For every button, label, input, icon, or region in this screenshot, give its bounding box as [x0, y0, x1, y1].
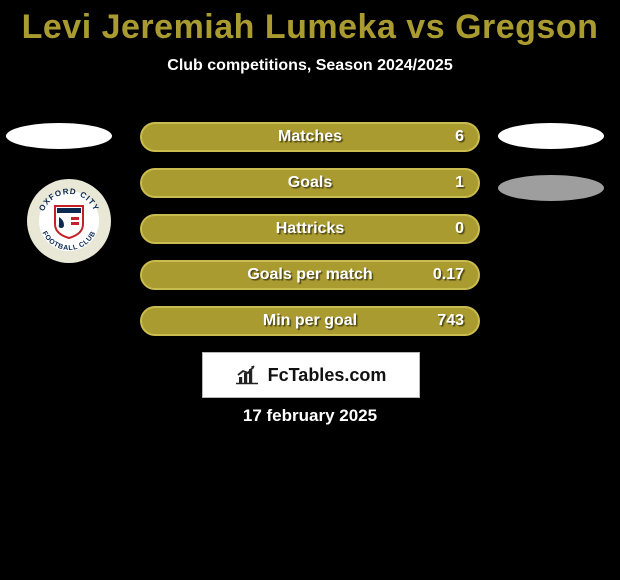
stat-value: 0.17: [433, 266, 464, 284]
club-crest-icon: OXFORD CITY FOOTBALL CLUB: [26, 178, 112, 264]
stat-label: Goals per match: [142, 266, 478, 284]
club-badge: OXFORD CITY FOOTBALL CLUB: [26, 178, 112, 264]
stat-row-gpm: Goals per match 0.17: [140, 260, 480, 290]
brand-box: FcTables.com: [202, 352, 420, 398]
page-title: Levi Jeremiah Lumeka vs Gregson: [0, 0, 620, 47]
player-left-marker: [6, 123, 112, 149]
stat-label: Matches: [142, 128, 478, 146]
stat-value: 0: [455, 220, 464, 238]
stat-row-mpg: Min per goal 743: [140, 306, 480, 336]
stat-value: 6: [455, 128, 464, 146]
date-text: 17 february 2025: [0, 406, 620, 426]
stat-row-goals: Goals 1: [140, 168, 480, 198]
stat-row-hattricks: Hattricks 0: [140, 214, 480, 244]
player-right-marker-2: [498, 175, 604, 201]
stat-value: 1: [455, 174, 464, 192]
stats-infographic: Levi Jeremiah Lumeka vs Gregson Club com…: [0, 0, 620, 580]
bar-chart-icon: [236, 364, 262, 386]
stat-label: Goals: [142, 174, 478, 192]
stat-value: 743: [437, 312, 464, 330]
stat-label: Min per goal: [142, 312, 478, 330]
brand-text: FcTables.com: [268, 365, 387, 386]
stat-bars: Matches 6 Goals 1 Hattricks 0 Goals per …: [140, 122, 480, 352]
subtitle: Club competitions, Season 2024/2025: [0, 57, 620, 75]
stat-row-matches: Matches 6: [140, 122, 480, 152]
stat-label: Hattricks: [142, 220, 478, 238]
player-right-marker-1: [498, 123, 604, 149]
